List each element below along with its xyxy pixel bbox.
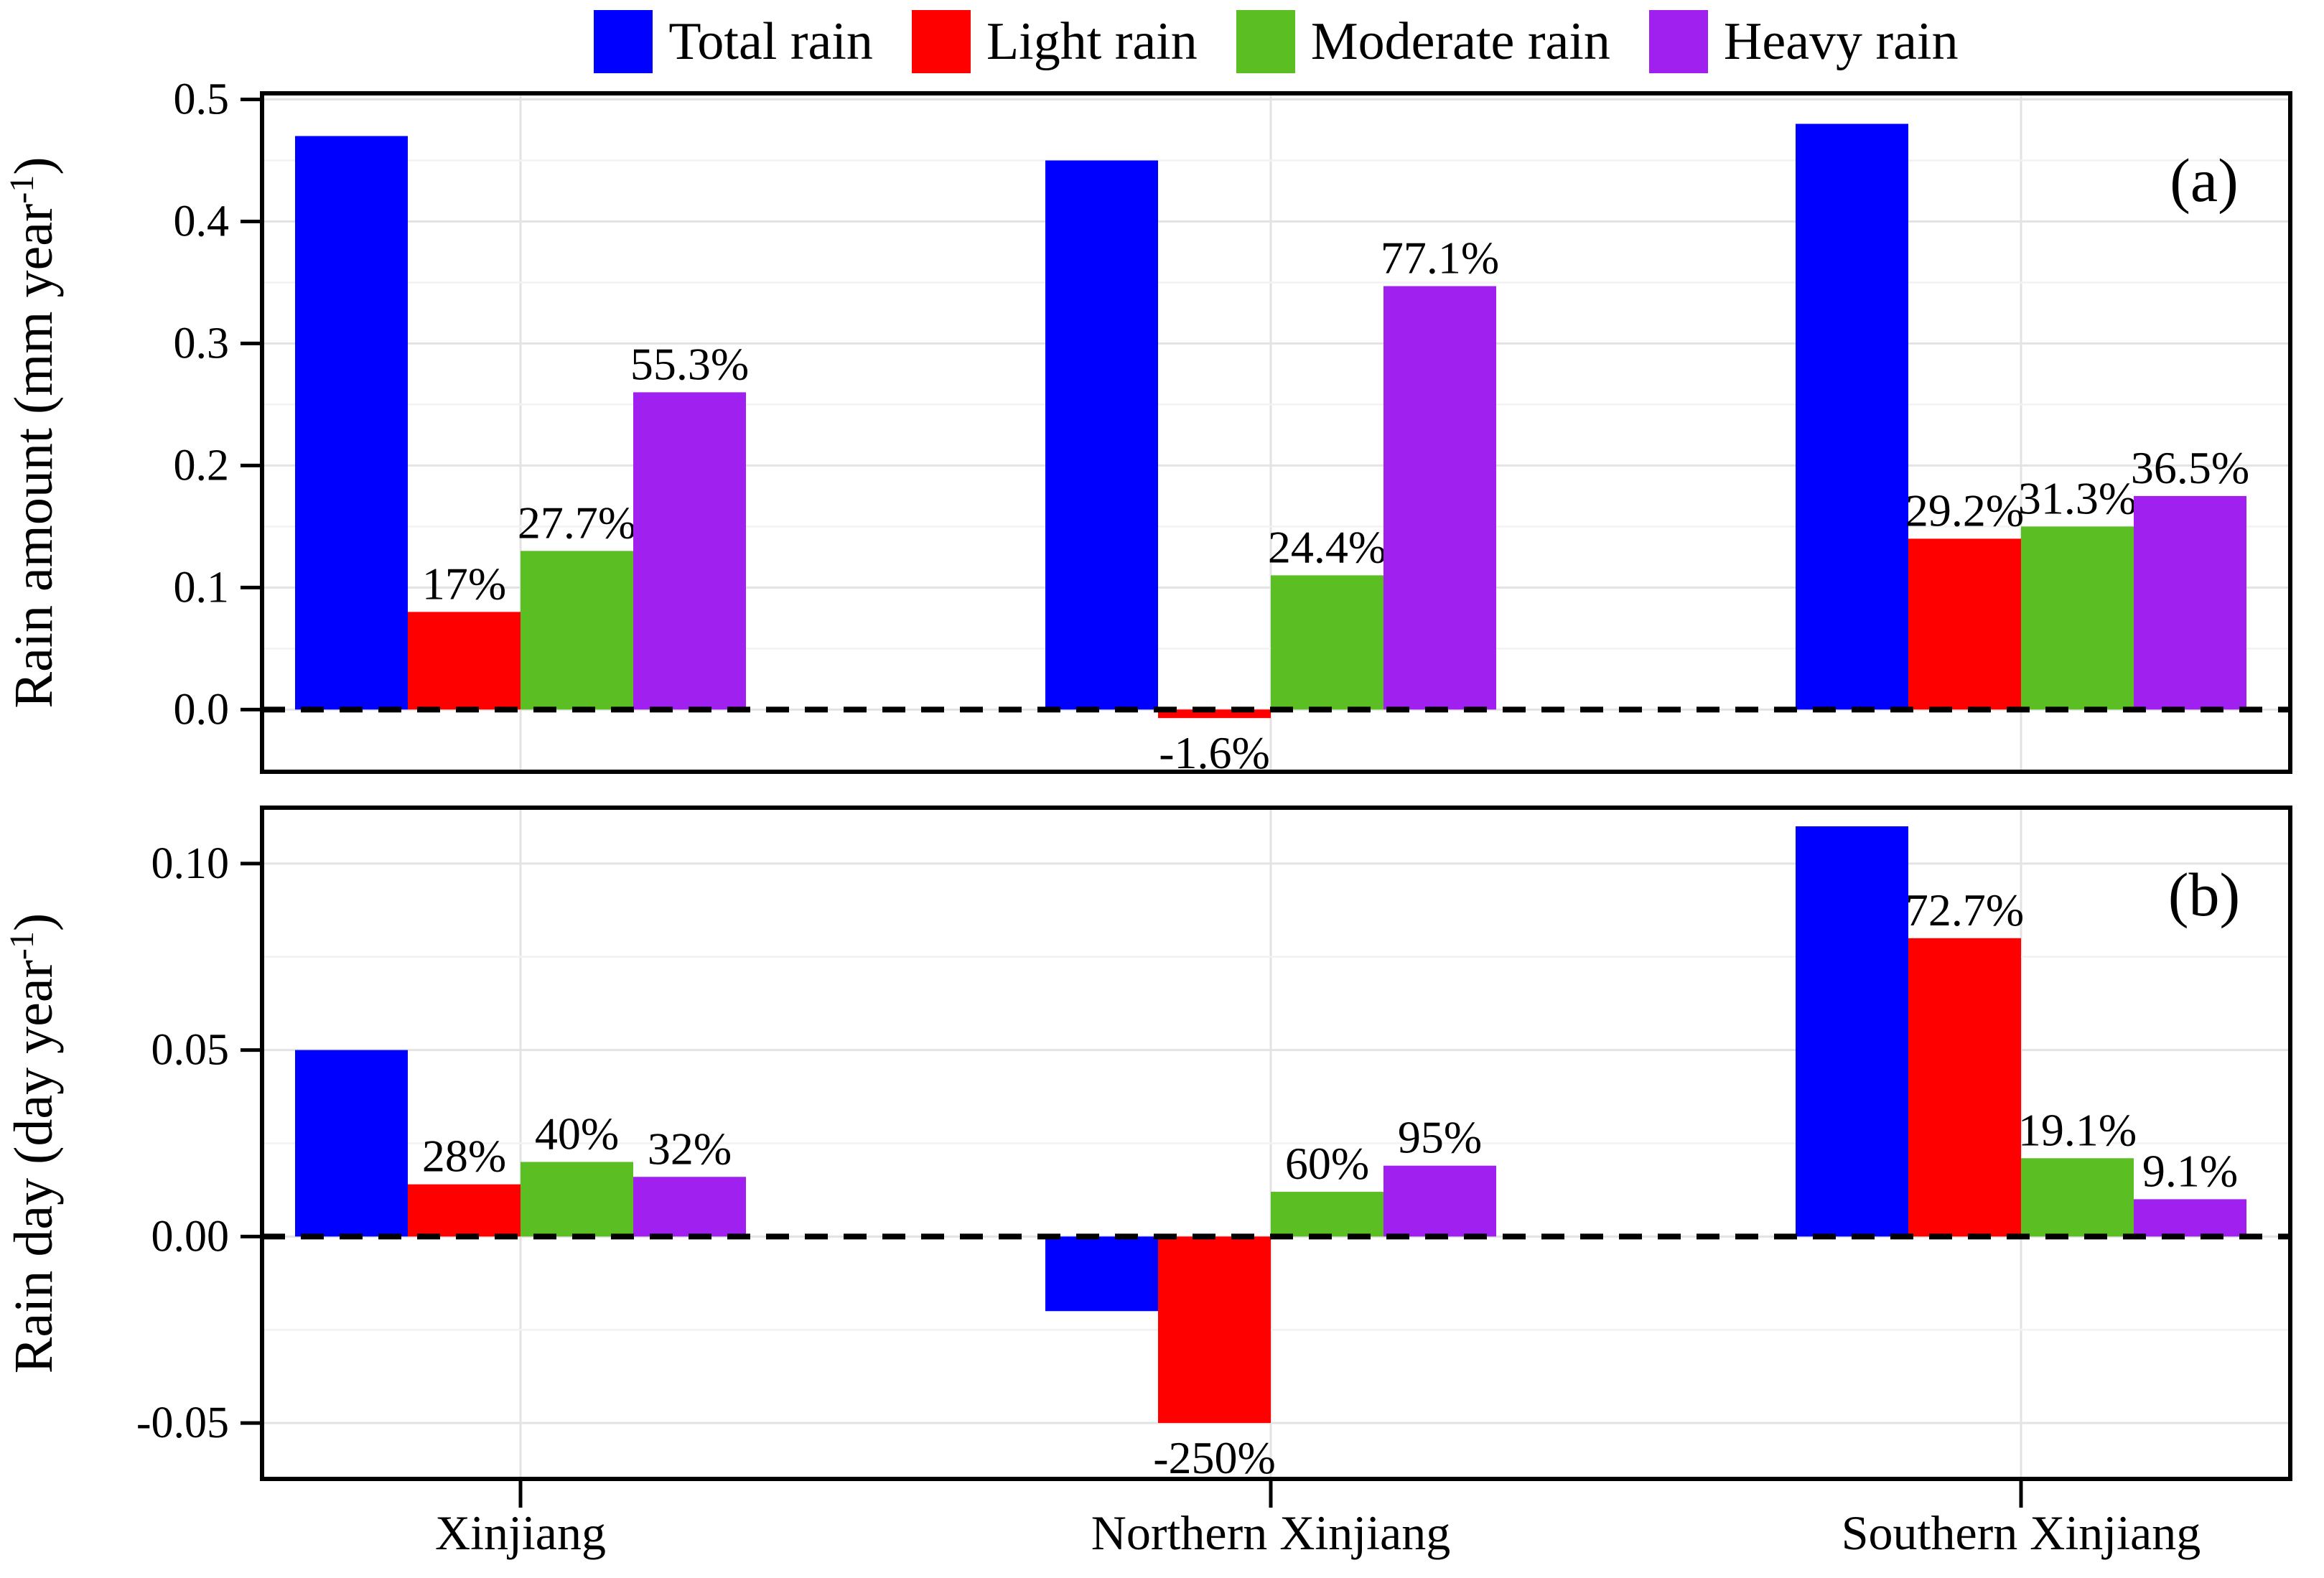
y-tick-label: 0.0: [174, 685, 230, 734]
bar-label-heavy-rain-xinjiang: 32%: [648, 1123, 732, 1174]
bar-heavy-rain-southern-xinjiang: [2134, 1199, 2246, 1237]
bar-moderate-rain-northern-xinjiang: [1271, 575, 1383, 710]
bar-moderate-rain-xinjiang: [521, 551, 633, 710]
bar-total-rain-xinjiang: [295, 136, 408, 710]
bar-heavy-rain-xinjiang: [633, 392, 746, 710]
legend-item-heavy-rain: Heavy rain: [1648, 10, 1959, 73]
legend-swatch-moderate-rain: [1236, 10, 1295, 73]
bar-moderate-rain-southern-xinjiang: [2021, 1158, 2134, 1237]
bar-label-heavy-rain-northern-xinjiang: 77.1%: [1381, 233, 1499, 284]
x-category-label-northern-xinjiang: Northern Xinjiang: [1091, 1505, 1450, 1560]
legend-label: Light rain: [986, 12, 1198, 71]
panel-border-b: [260, 806, 2292, 1481]
legend-item-moderate-rain: Moderate rain: [1236, 10, 1610, 73]
bar-light-rain-southern-xinjiang: [1908, 538, 2021, 710]
y-tick-label: 0.4: [174, 197, 230, 246]
legend-item-total-rain: Total rain: [594, 10, 873, 73]
bar-heavy-rain-southern-xinjiang: [2134, 495, 2246, 710]
y-tick-label: 0.1: [174, 563, 230, 612]
panel-label-b: (b): [2168, 860, 2240, 929]
legend-label: Moderate rain: [1310, 12, 1610, 71]
bar-label-heavy-rain-northern-xinjiang: 95%: [1398, 1112, 1482, 1163]
y-tick-label: 0.5: [174, 75, 230, 123]
bar-label-heavy-rain-southern-xinjiang: 9.1%: [2142, 1145, 2238, 1196]
legend-swatch-light-rain: [911, 10, 971, 73]
bar-heavy-rain-northern-xinjiang: [1383, 286, 1496, 710]
legend-swatch-heavy-rain: [1648, 10, 1708, 73]
bar-heavy-rain-xinjiang: [633, 1177, 746, 1237]
y-tick-label: 0.10: [151, 839, 230, 888]
panel-border-a: [260, 91, 2292, 774]
bar-label-light-rain-northern-xinjiang: -250%: [1153, 1432, 1276, 1483]
legend: Total rain Light rain Moderate rain Heavy r…: [262, 4, 2290, 79]
y-tick-label: 0.00: [151, 1212, 230, 1261]
bar-light-rain-northern-xinjiang: [1158, 1236, 1271, 1424]
legend-swatch-total-rain: [594, 10, 653, 73]
y-tick-label: 0.2: [174, 441, 230, 490]
bar-label-light-rain-southern-xinjiang: 72.7%: [1905, 884, 2024, 935]
bar-label-heavy-rain-southern-xinjiang: 36.5%: [2131, 442, 2249, 493]
bar-light-rain-northern-xinjiang: [1158, 709, 1271, 719]
bar-total-rain-northern-xinjiang: [1045, 160, 1158, 710]
y-tick-label: 0.05: [151, 1026, 230, 1075]
bar-label-light-rain-xinjiang: 28%: [422, 1131, 506, 1182]
panel-label-a: (a): [2170, 146, 2238, 215]
x-category-label-xinjiang: Xinjiang: [435, 1505, 606, 1560]
bar-total-rain-southern-xinjiang: [1796, 826, 1908, 1237]
legend-item-light-rain: Light rain: [911, 10, 1198, 73]
y-axis-title-a: Rain amount (mm year-1): [3, 157, 64, 708]
bar-label-heavy-rain-xinjiang: 55.3%: [630, 338, 749, 389]
legend-label: Total rain: [668, 12, 873, 71]
bar-label-moderate-rain-xinjiang: 40%: [535, 1108, 619, 1159]
bar-total-rain-southern-xinjiang: [1796, 123, 1908, 710]
bar-total-rain-northern-xinjiang: [1045, 1236, 1158, 1312]
bar-moderate-rain-xinjiang: [521, 1162, 633, 1237]
bar-label-moderate-rain-northern-xinjiang: 24.4%: [1268, 521, 1386, 572]
bar-light-rain-xinjiang: [408, 1184, 521, 1237]
bar-total-rain-xinjiang: [295, 1050, 408, 1237]
bar-moderate-rain-northern-xinjiang: [1271, 1192, 1383, 1237]
bar-light-rain-southern-xinjiang: [1908, 938, 2021, 1237]
bar-label-light-rain-xinjiang: 17%: [422, 558, 506, 609]
bar-heavy-rain-northern-xinjiang: [1383, 1165, 1496, 1237]
bar-label-moderate-rain-southern-xinjiang: 19.1%: [2018, 1104, 2137, 1155]
y-axis-title-b: Rain day (day year-1): [3, 913, 64, 1373]
bar-label-light-rain-southern-xinjiang: 29.2%: [1905, 485, 2024, 536]
x-category-label-southern-xinjiang: Southern Xinjiang: [1842, 1505, 2201, 1560]
y-tick-label: -0.05: [136, 1399, 229, 1447]
y-tick-label: 0.3: [174, 319, 230, 368]
bar-label-moderate-rain-xinjiang: 27.7%: [518, 497, 636, 548]
bar-label-moderate-rain-northern-xinjiang: 60%: [1285, 1138, 1369, 1189]
legend-label: Heavy rain: [1723, 12, 1959, 71]
bar-label-moderate-rain-southern-xinjiang: 31.3%: [2018, 472, 2137, 523]
bar-light-rain-xinjiang: [408, 612, 521, 710]
bar-moderate-rain-southern-xinjiang: [2021, 526, 2134, 710]
